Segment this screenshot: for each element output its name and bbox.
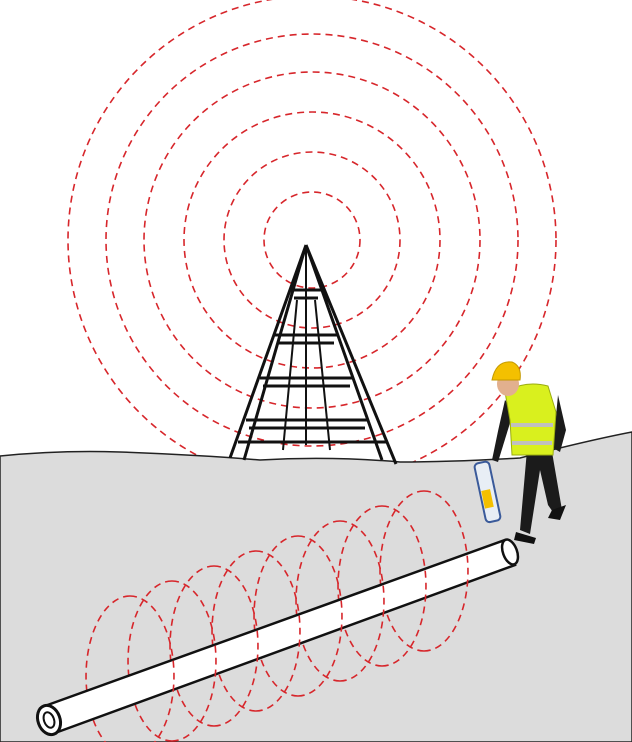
field-ring-front — [339, 520, 385, 682]
wave-ring — [105, 33, 519, 447]
field-ring-back — [337, 505, 383, 667]
hard-hat — [491, 361, 521, 381]
vest-stripes — [511, 423, 553, 445]
field-ring-front — [297, 535, 343, 697]
field-ring-front — [381, 505, 427, 667]
field-ring-front — [213, 565, 259, 727]
field-ring-back — [127, 580, 173, 742]
wave-ring — [183, 111, 441, 369]
pipe — [35, 538, 520, 737]
worker-boots — [514, 505, 566, 544]
worker — [473, 361, 566, 544]
pipe-end — [500, 538, 520, 566]
field-ring-back — [253, 535, 299, 697]
field-ring-front — [129, 595, 175, 742]
field-ring-back — [295, 520, 341, 682]
wave-ring — [67, 0, 557, 462]
wave-ring — [223, 151, 401, 329]
worker-arm-back — [553, 395, 566, 452]
tower-braces — [282, 250, 331, 451]
pipe-bore — [42, 711, 56, 729]
field-ring-back — [379, 490, 425, 652]
worker-arm — [492, 400, 514, 462]
field-ring-back — [211, 550, 257, 712]
radio-waves — [67, 0, 557, 462]
wave-ring — [263, 191, 361, 289]
tower-legs — [228, 244, 398, 465]
pipe-field — [85, 490, 425, 742]
pipe-field-front — [129, 490, 469, 742]
field-ring-front — [171, 580, 217, 742]
tower — [228, 244, 398, 465]
field-ring-front — [255, 550, 301, 712]
field-ring-back — [169, 565, 215, 727]
worker-legs — [520, 450, 562, 534]
field-ring-back — [85, 595, 131, 742]
locator-panel — [481, 489, 494, 509]
wave-ring — [143, 71, 481, 409]
field-ring-front — [423, 490, 469, 652]
